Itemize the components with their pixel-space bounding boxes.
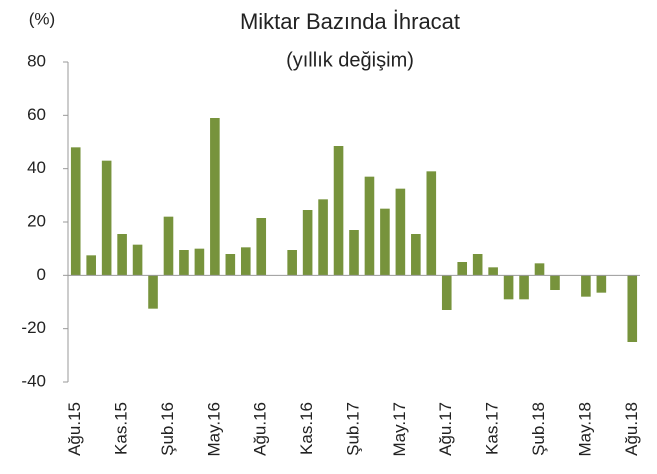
bar bbox=[364, 176, 375, 276]
bar bbox=[472, 254, 483, 276]
bar bbox=[411, 234, 421, 276]
bar bbox=[240, 247, 251, 276]
y-tick-label: -20 bbox=[21, 318, 46, 337]
bar bbox=[581, 275, 591, 297]
x-tick-label: Kas.16 bbox=[297, 402, 316, 455]
bar bbox=[596, 275, 607, 293]
bar bbox=[627, 275, 638, 342]
y-tick-label: 0 bbox=[37, 265, 46, 284]
bar bbox=[210, 118, 220, 276]
x-tick-label: May.16 bbox=[204, 402, 223, 457]
bar bbox=[302, 210, 313, 276]
bar bbox=[86, 255, 96, 276]
bar bbox=[318, 199, 328, 276]
bar bbox=[179, 250, 189, 276]
bar bbox=[441, 275, 452, 310]
bar bbox=[349, 230, 359, 276]
bar bbox=[287, 250, 297, 276]
y-tick-label: 40 bbox=[27, 158, 46, 177]
bar bbox=[550, 275, 560, 290]
bar bbox=[380, 208, 390, 276]
bar bbox=[534, 263, 545, 276]
x-tick-label: Kas.15 bbox=[112, 402, 131, 455]
bar bbox=[519, 275, 529, 300]
chart-title: Miktar Bazında İhracat bbox=[240, 9, 460, 34]
chart-subtitle: (yıllık değişim) bbox=[286, 49, 414, 71]
x-tick-label: Şub.16 bbox=[158, 402, 177, 456]
x-tick-label: Ağu.16 bbox=[251, 402, 270, 456]
x-tick-label: Şub.18 bbox=[529, 402, 548, 456]
bar bbox=[395, 188, 406, 276]
bar bbox=[333, 146, 344, 276]
x-tick-label: Kas.17 bbox=[483, 402, 502, 455]
bar bbox=[503, 275, 514, 300]
bar bbox=[132, 244, 143, 276]
y-axis-label: (%) bbox=[29, 9, 55, 28]
bar bbox=[488, 267, 498, 276]
bar bbox=[194, 248, 205, 276]
bar bbox=[148, 275, 158, 309]
x-tick-label: Ağu.17 bbox=[436, 402, 455, 456]
y-tick-label: 80 bbox=[27, 51, 46, 70]
bar bbox=[426, 171, 437, 276]
x-tick-label: May.17 bbox=[390, 402, 409, 457]
bar bbox=[70, 147, 81, 276]
y-tick-label: 60 bbox=[27, 105, 46, 124]
bar bbox=[101, 160, 112, 276]
bar bbox=[163, 216, 174, 276]
y-tick-label: -40 bbox=[21, 371, 46, 390]
bar bbox=[256, 218, 267, 276]
x-tick-label: May.18 bbox=[575, 402, 594, 457]
x-tick-label: Şub.17 bbox=[343, 402, 362, 456]
x-tick-label: Ağu.18 bbox=[622, 402, 641, 456]
bar bbox=[225, 254, 236, 276]
y-tick-label: 20 bbox=[27, 211, 46, 230]
x-tick-label: Ağu.15 bbox=[65, 402, 84, 456]
bar bbox=[117, 234, 127, 276]
bar bbox=[457, 262, 468, 276]
